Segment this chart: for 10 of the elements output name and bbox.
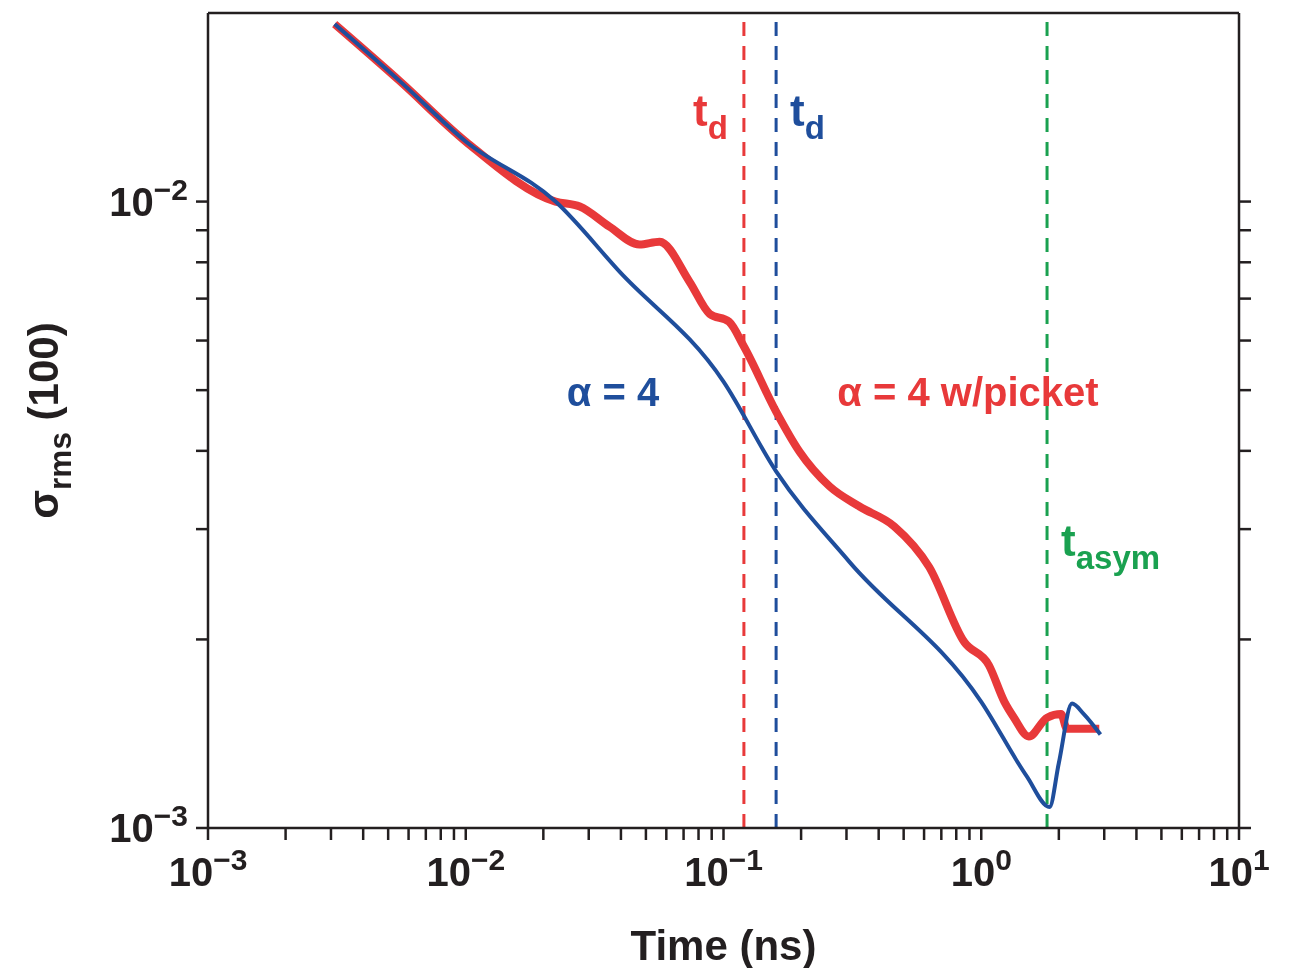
x-tick-label: 10$^{−3}$ [168, 843, 248, 894]
ref-line-label: t$_{d}$ [790, 86, 825, 147]
ref-line-label: t$_{d}$ [693, 86, 728, 147]
x-tick-label: 10$^{0}$ [950, 843, 1012, 894]
series-label: α = 4 w/picket [837, 370, 1099, 414]
ref-line-label: t$_{asym}$ [1061, 516, 1161, 577]
series-label: α = 4 [566, 370, 660, 414]
x-tick-label: 10$^{−1}$ [684, 843, 763, 894]
x-tick-label: 10$^{−2}$ [426, 843, 506, 894]
x-tick-label: 10$^{1}$ [1208, 843, 1270, 894]
